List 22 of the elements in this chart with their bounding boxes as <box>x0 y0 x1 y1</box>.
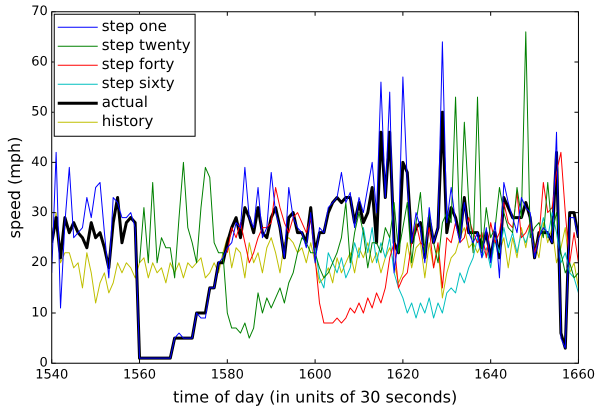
y-tick-label: 70 <box>31 4 48 20</box>
y-tick-label: 40 <box>31 154 48 170</box>
x-tick-label: 1580 <box>210 367 244 382</box>
legend-label: step forty <box>102 55 174 74</box>
x-tick-label: 1600 <box>298 367 332 382</box>
y-tick-label: 60 <box>31 54 48 70</box>
x-tick-label: 1640 <box>474 367 508 382</box>
x-tick-label: 1540 <box>35 367 68 382</box>
legend-label: step twenty <box>102 36 191 54</box>
y-tick-label: 30 <box>31 204 48 220</box>
legend-label: history <box>102 112 154 130</box>
x-tick-label: 1660 <box>562 367 596 382</box>
y-tick-label: 50 <box>31 104 48 120</box>
y-tick-label: 20 <box>31 255 48 270</box>
x-tick-label: 1560 <box>122 367 156 382</box>
legend-label: step one <box>102 17 167 36</box>
x-tick-label: 1620 <box>386 367 420 382</box>
x-axis-title: time of day (in units of 30 seconds) <box>173 388 458 407</box>
legend-label: actual <box>102 93 148 112</box>
y-tick-label: 10 <box>31 305 48 320</box>
legend-label: step sixty <box>102 74 175 92</box>
y-axis-title: speed (mph) <box>4 136 24 238</box>
